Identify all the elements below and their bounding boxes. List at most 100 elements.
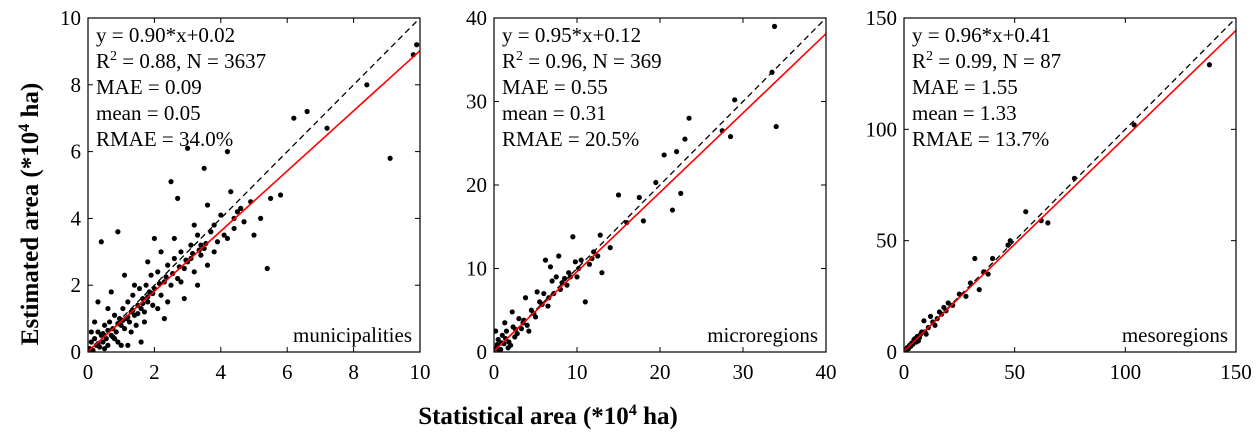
data-point: [95, 329, 101, 335]
data-point: [567, 274, 573, 280]
data-point: [115, 229, 121, 235]
data-point: [678, 190, 684, 196]
data-point: [324, 125, 330, 131]
plot-frame: [903, 17, 1237, 353]
data-point: [930, 319, 936, 325]
data-point: [564, 282, 570, 288]
x-tick-label: 30: [733, 360, 754, 384]
data-point: [171, 255, 177, 262]
x-tick-label: 8: [348, 360, 359, 384]
data-point: [963, 293, 969, 299]
y-tick-label: 10: [466, 257, 487, 281]
data-point: [115, 339, 121, 345]
mae-stat: MAE = 1.55: [912, 75, 1018, 99]
x-tick-label: 0: [83, 360, 94, 384]
data-point: [268, 195, 274, 201]
data-point: [148, 272, 154, 278]
data-point: [95, 341, 101, 347]
data-point: [640, 218, 647, 224]
data-point: [496, 348, 502, 352]
data-point: [113, 329, 119, 335]
data-point: [414, 42, 420, 48]
data-point: [151, 235, 157, 242]
data-point: [198, 242, 204, 248]
data-point: [138, 339, 144, 345]
data-point: [201, 165, 207, 171]
data-point: [191, 269, 197, 275]
data-point: [516, 316, 522, 322]
x-tick-label: 2: [149, 360, 160, 384]
data-point: [178, 279, 184, 285]
x-tick-label: 100: [1110, 360, 1142, 384]
data-point: [105, 305, 111, 312]
data-point: [503, 336, 509, 342]
data-point: [304, 108, 310, 115]
data-point: [100, 339, 106, 345]
data-point: [541, 290, 547, 297]
y-tick-label: 0: [887, 340, 898, 364]
data-point: [155, 305, 161, 312]
data-point: [597, 232, 603, 238]
fit-line: [904, 29, 1236, 352]
data-point: [141, 319, 148, 325]
x-tick-label: 6: [282, 360, 293, 384]
plot-frame: [87, 17, 421, 353]
plot-area: [494, 18, 826, 352]
data-point: [125, 342, 131, 348]
data-point: [291, 115, 297, 121]
data-point: [945, 300, 951, 306]
one-to-one-line: [904, 18, 1236, 352]
r-squared-stat: R2 = 0.88, N = 3637: [96, 49, 266, 73]
mean-stat: mean = 1.33: [912, 101, 1017, 125]
data-point: [238, 205, 244, 211]
data-point: [191, 222, 197, 228]
data-point: [534, 289, 540, 295]
data-point: [364, 82, 370, 88]
data-point: [111, 312, 118, 318]
data-point: [121, 272, 128, 278]
data-point: [258, 215, 264, 221]
data-point: [224, 149, 231, 155]
data-point: [175, 275, 181, 282]
data-point: [518, 326, 524, 332]
data-point: [251, 232, 257, 238]
data-point: [136, 285, 143, 292]
x-tick-label: 50: [1004, 360, 1025, 384]
data-point: [921, 318, 927, 324]
data-point: [499, 332, 505, 338]
data-point: [135, 310, 141, 317]
data-point: [138, 305, 144, 312]
data-point: [211, 249, 217, 255]
mean-stat: mean = 0.05: [96, 101, 201, 125]
data-point: [927, 313, 934, 319]
data-point: [171, 235, 177, 242]
data-point: [636, 194, 642, 201]
x-tick-label: 10: [567, 360, 588, 384]
x-tick-label: 10: [410, 360, 431, 384]
data-point: [165, 299, 171, 305]
data-point: [102, 322, 108, 328]
data-point: [674, 149, 680, 155]
data-point: [661, 152, 667, 158]
data-point: [586, 261, 593, 267]
data-point: [514, 331, 520, 337]
y-axis-label: Estimated area (*104 ha): [16, 83, 44, 345]
data-point: [131, 282, 138, 288]
y-tick-label: 20: [466, 173, 487, 197]
y-tick-label: 50: [876, 229, 897, 253]
y-tick-label: 0: [477, 340, 488, 364]
data-point: [915, 338, 921, 344]
mae-stat: MAE = 0.09: [96, 75, 202, 99]
fit-line: [88, 50, 420, 352]
y-tick-label: 4: [71, 206, 82, 230]
data-point: [185, 145, 191, 151]
data-point: [771, 23, 778, 29]
data-point: [574, 274, 580, 280]
data-point: [542, 257, 549, 263]
data-point: [522, 295, 529, 301]
data-point: [150, 302, 156, 308]
r-squared-stat: R2 = 0.99, N = 87: [912, 49, 1061, 73]
data-point: [145, 259, 151, 265]
